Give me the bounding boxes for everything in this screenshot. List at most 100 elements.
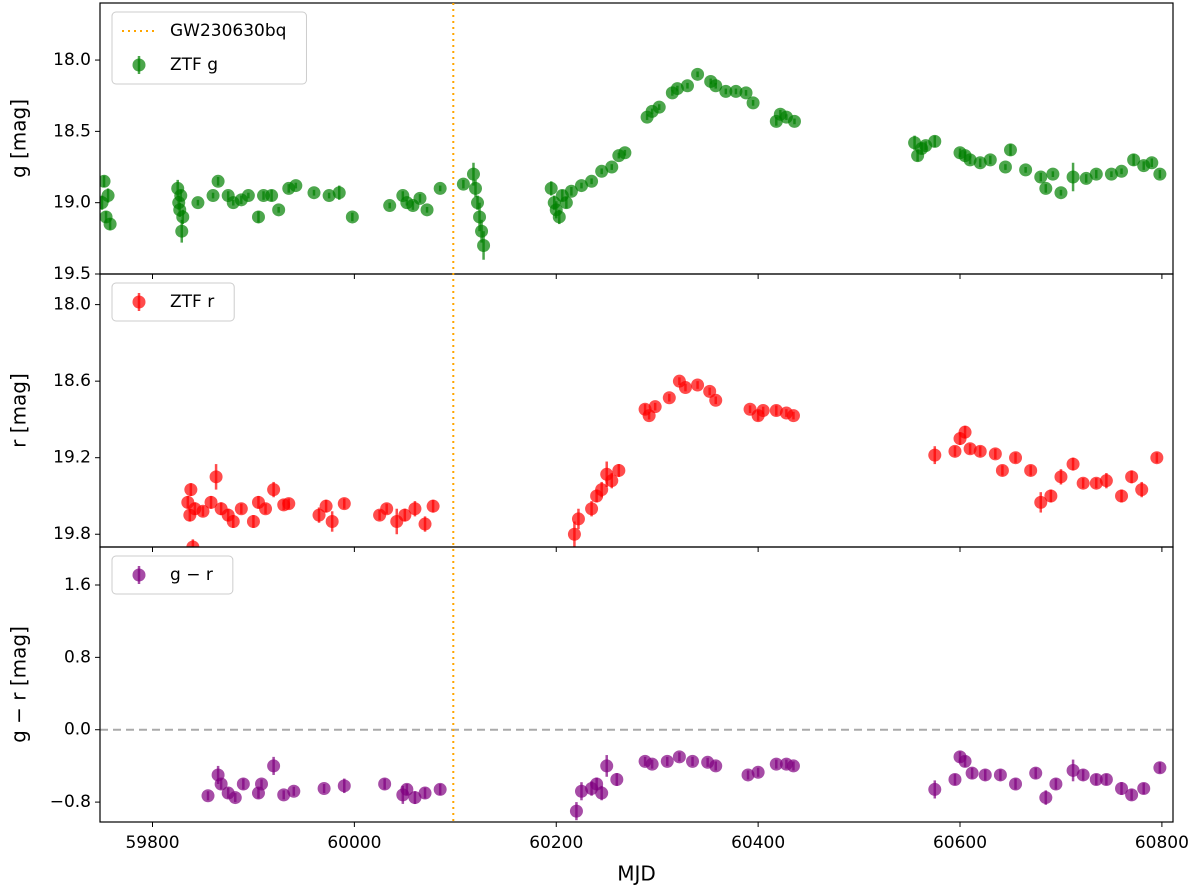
data-point: [282, 497, 296, 511]
data-point: [709, 79, 723, 93]
data-point: [595, 164, 609, 178]
data-point: [204, 495, 218, 509]
data-point: [1115, 782, 1129, 796]
y-tick-label: 1.6: [64, 575, 91, 595]
data-point: [1034, 170, 1048, 184]
data-point: [648, 400, 662, 414]
data-point: [574, 179, 588, 193]
data-point: [408, 791, 422, 805]
legend-swatch: [132, 58, 146, 72]
data-point: [612, 463, 626, 477]
data-point: [251, 210, 265, 224]
data-point: [1029, 766, 1043, 780]
data-point: [337, 497, 351, 511]
data-point: [246, 514, 260, 528]
panel: 18.0 18.5 19.0 19.5 g [mag] GW230630bq ZTF g: [7, 2, 1174, 284]
data-point: [595, 483, 609, 497]
data-point: [418, 786, 432, 800]
data-point: [272, 203, 286, 217]
data-point: [1076, 476, 1090, 490]
data-point: [319, 499, 333, 513]
data-point: [1089, 772, 1103, 786]
data-point: [1115, 164, 1129, 178]
data-point: [400, 782, 414, 796]
y-axis-label: g [mag]: [7, 99, 31, 178]
data-point: [477, 238, 491, 252]
data-point: [1054, 186, 1068, 200]
data-point: [569, 804, 583, 818]
data-point: [191, 196, 205, 210]
data-point: [466, 167, 480, 181]
data-point: [317, 782, 331, 796]
y-tick-label: 19.2: [53, 448, 91, 468]
data-point: [1049, 777, 1063, 791]
data-point: [103, 217, 117, 231]
data-point: [544, 181, 558, 195]
data-point: [709, 393, 723, 407]
data-point: [176, 210, 190, 224]
data-point: [1137, 782, 1151, 796]
data-point: [325, 514, 339, 528]
data-point: [1019, 163, 1033, 177]
y-tick-label: 18.0: [53, 50, 91, 70]
data-point: [709, 759, 723, 773]
x-tick-label: 60400: [731, 833, 785, 853]
data-point: [420, 203, 434, 217]
data-point: [433, 181, 447, 195]
y-tick-label: 19.0: [53, 193, 91, 213]
y-tick-label: 18.0: [53, 295, 91, 315]
data-point: [332, 186, 346, 200]
data-point: [1089, 167, 1103, 181]
data-point: [998, 160, 1012, 174]
data-point: [1153, 761, 1167, 775]
y-axis-label: g − r [mag]: [7, 626, 31, 743]
legend-label: g − r: [170, 565, 213, 585]
data-point: [287, 784, 301, 798]
data-point: [471, 196, 485, 210]
data-point: [1099, 772, 1113, 786]
data-point: [214, 777, 228, 791]
data-point: [345, 210, 359, 224]
data-point: [1150, 451, 1164, 465]
data-point: [719, 84, 733, 98]
data-point: [196, 504, 210, 518]
data-point: [559, 196, 573, 210]
data-point: [678, 381, 692, 395]
data-point: [993, 768, 1007, 782]
plot-frame: [99, 546, 1174, 823]
data-point: [958, 754, 972, 768]
data-point: [1153, 167, 1167, 181]
data-point: [973, 444, 987, 458]
data-point: [473, 210, 487, 224]
data-point: [552, 210, 566, 224]
data-point: [1044, 489, 1058, 503]
data-point: [948, 444, 962, 458]
data-point: [186, 540, 200, 547]
data-point: [963, 442, 977, 456]
data-point: [456, 177, 470, 191]
legend-label: ZTF g: [170, 55, 218, 75]
x-tick-label: 60000: [327, 833, 381, 853]
data-point: [1099, 474, 1113, 488]
data-point: [1145, 156, 1159, 170]
data-point: [1066, 170, 1080, 184]
plot-area: [100, 728, 1173, 821]
data-point: [1066, 457, 1080, 471]
y-tick-label: 0.0: [64, 720, 91, 740]
data-point: [1003, 143, 1017, 157]
data-point: [383, 199, 397, 213]
data-point: [312, 508, 326, 522]
x-tick-label: 60600: [933, 833, 987, 853]
data-point: [978, 768, 992, 782]
data-point: [307, 186, 321, 200]
data-point: [1089, 476, 1103, 490]
data-point: [787, 114, 801, 128]
data-point: [928, 134, 942, 148]
legend: g − r: [111, 555, 234, 595]
data-point: [201, 789, 215, 803]
y-tick-label: 18.5: [53, 121, 91, 141]
data-point: [995, 463, 1009, 477]
data-point: [1115, 489, 1129, 503]
data-point: [739, 86, 753, 100]
